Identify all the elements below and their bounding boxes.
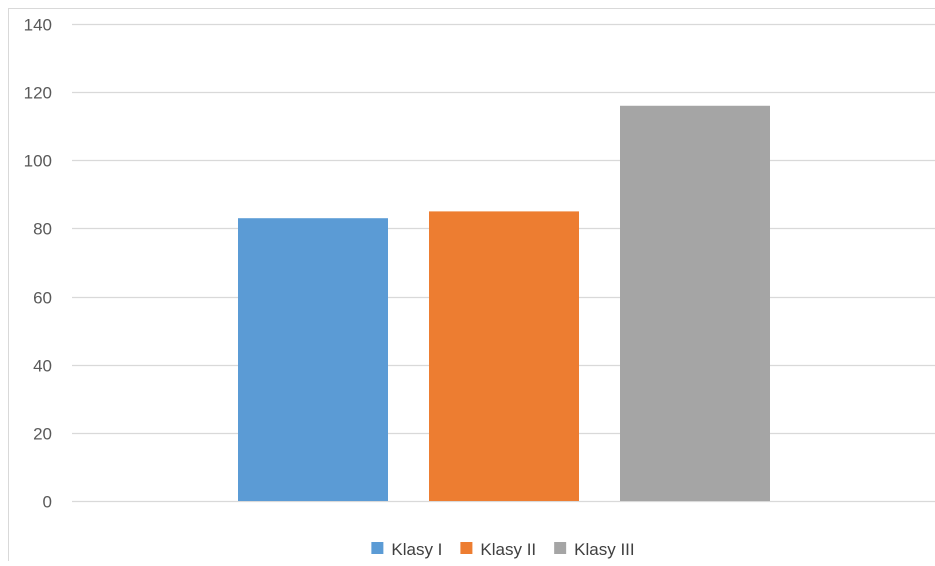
- bars: [238, 105, 770, 502]
- y-tick-label: 140: [24, 16, 52, 35]
- legend-label: Klasy I: [391, 540, 442, 559]
- y-tick-label: 20: [33, 425, 52, 444]
- legend-item: Klasy III: [554, 540, 635, 559]
- legend-item: Klasy I: [371, 540, 442, 559]
- legend: Klasy I Klasy II Klasy III: [371, 540, 635, 559]
- y-axis-tick-labels: 0 20 40 60 80 100 120 140: [24, 16, 52, 512]
- legend-label: Klasy II: [480, 540, 536, 559]
- bar-klasy-iii: [620, 105, 770, 502]
- legend-swatch: [371, 542, 384, 554]
- legend-swatch: [460, 542, 473, 554]
- bar-klasy-ii: [429, 211, 579, 501]
- y-tick-label: 0: [43, 493, 52, 512]
- legend-item: Klasy II: [460, 540, 536, 559]
- y-tick-label: 80: [33, 220, 52, 239]
- y-tick-label: 100: [24, 152, 52, 171]
- y-tick-label: 120: [24, 84, 52, 103]
- y-tick-label: 40: [33, 357, 52, 376]
- y-tick-label: 60: [33, 289, 52, 308]
- legend-swatch: [554, 542, 567, 554]
- legend-label: Klasy III: [574, 540, 634, 559]
- bar-klasy-i: [238, 218, 388, 501]
